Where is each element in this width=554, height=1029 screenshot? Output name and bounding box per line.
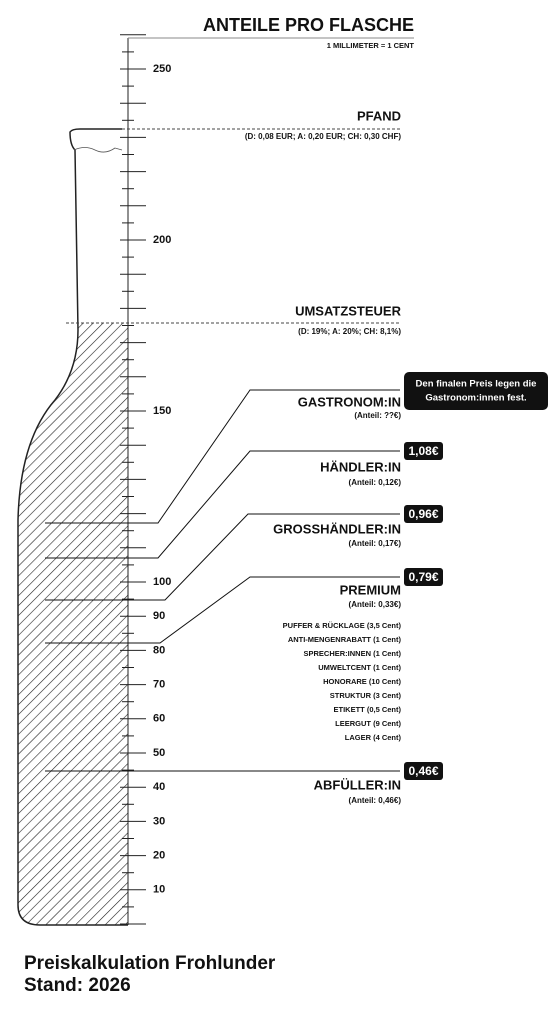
premium-item: ETIKETT (0,5 Cent) xyxy=(333,705,401,714)
callout-text: Den finalen Preis legen die xyxy=(416,379,537,390)
scale-label: 50 xyxy=(153,747,165,759)
premium-item: STRUKTUR (3 Cent) xyxy=(330,691,402,700)
scale-label: 10 xyxy=(153,884,165,896)
premium-item: LEERGUT (9 Cent) xyxy=(335,719,401,728)
price-box xyxy=(404,442,443,460)
scale-label: 250 xyxy=(153,63,171,75)
scale-label: 80 xyxy=(153,644,165,656)
price-label: 0,79€ xyxy=(408,570,438,584)
scale-label: 30 xyxy=(153,815,165,827)
header-subtitle: 1 MILLIMETER = 1 CENT xyxy=(327,41,415,50)
scale-label: 20 xyxy=(153,850,165,862)
share-note: (Anteil: 0,12€) xyxy=(349,478,402,487)
callout-text: Gastronom:innen fest. xyxy=(425,393,526,404)
price-box xyxy=(404,762,443,780)
hatching xyxy=(18,323,128,925)
scale-label: 40 xyxy=(153,781,165,793)
share-note: (Anteil: 0,17€) xyxy=(349,539,402,548)
scale-label: 60 xyxy=(153,713,165,725)
share-title: GASTRONOM:IN xyxy=(298,394,401,409)
scale-label: 200 xyxy=(153,234,171,246)
leader-line xyxy=(45,576,400,644)
price-label: 1,08€ xyxy=(408,444,438,458)
premium-item: ANTI-MENGENRABATT (1 Cent) xyxy=(288,635,402,644)
footer-text: Preiskalkulation Frohlunder xyxy=(24,953,276,974)
scale-label: 150 xyxy=(153,405,171,417)
bottle-outline xyxy=(17,128,128,926)
price-box xyxy=(404,568,443,586)
premium-item: UMWELTCENT (1 Cent) xyxy=(318,663,401,672)
level-note: (D: 19%; A: 20%; CH: 8,1%) xyxy=(298,327,401,336)
price-label: 0,96€ xyxy=(408,507,438,521)
level-title: PFAND xyxy=(357,108,401,123)
leader-line xyxy=(45,450,400,559)
footer-text: Stand: 2026 xyxy=(24,975,131,996)
price-box xyxy=(404,505,443,523)
scale-label: 90 xyxy=(153,610,165,622)
share-note: (Anteil: ??€) xyxy=(354,411,401,420)
share-note: (Anteil: 0,33€) xyxy=(349,600,402,609)
callout-box xyxy=(404,372,548,410)
premium-item: PUFFER & RÜCKLAGE (3,5 Cent) xyxy=(283,621,402,630)
level-title: UMSATZSTEUER xyxy=(295,303,402,318)
scale-label: 100 xyxy=(153,576,171,588)
share-title: HÄNDLER:IN xyxy=(320,459,401,474)
scale-label: 70 xyxy=(153,679,165,691)
share-title: ABFÜLLER:IN xyxy=(314,777,401,792)
price-label: 0,46€ xyxy=(408,764,438,778)
share-title: PREMIUM xyxy=(340,582,401,597)
leader-line xyxy=(45,513,400,601)
level-note: (D: 0,08 EUR; A: 0,20 EUR; CH: 0,30 CHF) xyxy=(245,132,402,141)
share-title: GROSSHÄNDLER:IN xyxy=(273,521,401,536)
share-note: (Anteil: 0,46€) xyxy=(349,796,402,805)
premium-item: SPRECHER:INNEN (1 Cent) xyxy=(303,649,401,658)
leader-line xyxy=(45,389,400,524)
bottle-lip xyxy=(73,147,123,153)
premium-item: HONORARE (10 Cent) xyxy=(323,677,401,686)
premium-item: LAGER (4 Cent) xyxy=(345,733,402,742)
header-title: ANTEILE PRO FLASCHE xyxy=(203,15,414,35)
